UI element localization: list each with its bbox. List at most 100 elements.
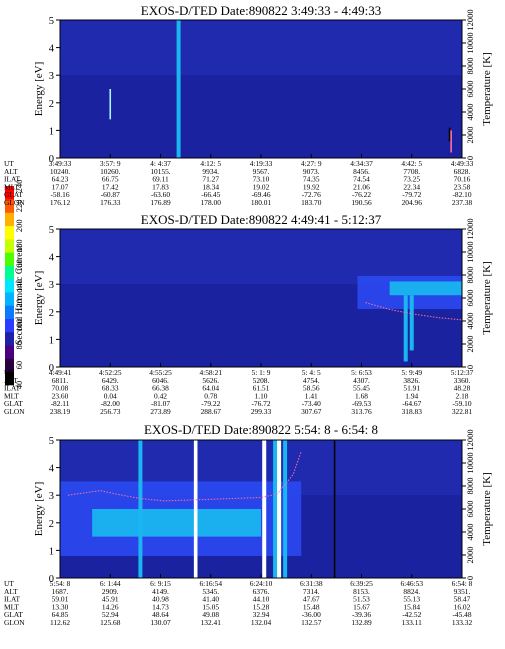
y-tick-label: 3 (49, 280, 54, 291)
table-row-label: GLON (4, 407, 25, 416)
colorbar-tick-label: 40 (14, 381, 24, 390)
spectrogram-upper-band (60, 20, 462, 76)
table-cell: -79.22 (201, 399, 220, 408)
table-cell: 69.11 (152, 175, 169, 184)
table-cell: -63.60 (151, 190, 170, 199)
table-cell: 2.18 (456, 391, 469, 400)
table-cell: 4149. (152, 587, 169, 596)
y-axis-label: Energy [eV] (33, 62, 45, 116)
table-cell: 238.19 (50, 407, 71, 416)
table-cell: -64.67 (402, 399, 421, 408)
table-cell: 55.13 (403, 595, 420, 604)
table-cell: 10155. (150, 167, 170, 176)
table-cell: 4:34:37 (350, 159, 373, 168)
table-cell: 4:19:33 (250, 159, 273, 168)
colorbar-cell (5, 265, 14, 280)
table-cell: 13.30 (52, 602, 69, 611)
spectrogram-spike (176, 20, 181, 158)
table-cell: 19.02 (253, 182, 270, 191)
table-row-label: UT (4, 159, 14, 168)
y2-tick-label: 0 (465, 365, 475, 369)
table-cell: 5: 4: 5 (302, 368, 321, 377)
colorbar-cell (5, 278, 14, 293)
table-cell: 6429. (102, 376, 119, 385)
table-cell: -66.45 (201, 190, 220, 199)
colorbar-tick-label: 60 (14, 361, 24, 370)
spectrogram-spike (403, 295, 408, 362)
y2-tick-label: 4000 (465, 104, 475, 121)
table-cell: 21.06 (353, 182, 370, 191)
table-cell: -76.72 (251, 399, 270, 408)
table-row-label: GLON (4, 198, 25, 207)
y-tick-label: 2 (49, 519, 54, 530)
table-cell: 7314. (303, 587, 320, 596)
table-cell: 5: 6:53 (351, 368, 372, 377)
panel-2: EXOS-D/TED Date:890822 4:49:41 - 5:12:37… (4, 212, 493, 416)
table-cell: 14.26 (102, 602, 119, 611)
table-cell: -69.53 (352, 399, 371, 408)
panels: EXOS-D/TED Date:890822 3:49:33 - 4:49:33… (4, 3, 493, 627)
table-cell: 23.58 (454, 182, 471, 191)
colorbar-tick-label: 140 (14, 279, 24, 292)
table-cell: 112.62 (50, 618, 70, 627)
table-cell: 6:24:10 (250, 579, 273, 588)
table-cell: 0.42 (154, 391, 167, 400)
panel-title: EXOS-D/TED Date:890822 4:49:41 - 5:12:37 (141, 212, 382, 227)
table-row-label: ILAT (4, 384, 20, 393)
table-cell: -69.46 (251, 190, 270, 199)
y-axis-label: Energy [eV] (33, 271, 45, 325)
table-cell: 73.10 (253, 175, 270, 184)
colorbar-scale (5, 186, 14, 386)
table-cell: 9567. (253, 167, 270, 176)
table-cell: 4:52:25 (99, 368, 122, 377)
panel-3: EXOS-D/TED Date:890822 5:54: 8 - 6:54: 8… (4, 422, 493, 627)
table-cell: 1.41 (305, 391, 318, 400)
colorbar-tick-label: 100 (14, 319, 24, 332)
y2-tick-label: 8000 (465, 267, 475, 284)
table-cell: 4307. (353, 376, 370, 385)
y2-axis-label: Temperature [K] (481, 52, 493, 125)
table-cell: 6:39:25 (350, 579, 373, 588)
colorbar-tick-label: 120 (14, 299, 24, 312)
table-cell: 44.10 (253, 595, 270, 604)
table-cell: 68.33 (102, 384, 119, 393)
panel-1: EXOS-D/TED Date:890822 3:49:33 - 4:49:33… (4, 3, 493, 207)
table-cell: 8456. (353, 167, 370, 176)
table-cell: 1.68 (355, 391, 368, 400)
table-cell: 133.11 (402, 618, 422, 627)
table-cell: 51.53 (353, 595, 370, 604)
colorbar: Second Harmonic Current 40 60 80 100 120 140 1… (5, 180, 25, 390)
y2-tick-label: 6000 (465, 81, 475, 98)
colorbar-cell (5, 318, 14, 333)
colorbar-cell (5, 292, 14, 306)
table-cell: -76.22 (352, 190, 371, 199)
colorbar-cell (5, 252, 14, 266)
table-row-label: GLON (4, 618, 25, 627)
table-cell: 133.32 (452, 618, 473, 627)
table-cell: 6811. (52, 376, 69, 385)
table-cell: 9351. (454, 587, 471, 596)
table-cell: 18.34 (202, 182, 219, 191)
table-cell: 6:16:54 (199, 579, 222, 588)
data-gap (262, 440, 267, 578)
table-cell: 6: 1:44 (100, 579, 121, 588)
panel-title: EXOS-D/TED Date:890822 5:54: 8 - 6:54: 8 (144, 422, 378, 437)
table-row-label: GLAT (4, 610, 23, 619)
table-cell: 5:54: 8 (50, 579, 71, 588)
table-cell: 322.81 (452, 407, 473, 416)
table-cell: -82.00 (101, 399, 120, 408)
y-axis-label: Energy [eV] (33, 482, 45, 536)
table-cell: 40.98 (152, 595, 169, 604)
table-cell: -45.48 (452, 610, 471, 619)
table-cell: 178.00 (201, 198, 222, 207)
table-cell: 288.67 (201, 407, 222, 416)
table-cell: 273.89 (150, 407, 171, 416)
table-cell: -59.10 (452, 399, 471, 408)
spectrogram-upper-band (60, 229, 462, 285)
table-cell: 6:46:53 (400, 579, 423, 588)
table-cell: 17.42 (102, 182, 119, 191)
table-row-label: ILAT (4, 175, 20, 184)
table-cell: 5626. (202, 376, 219, 385)
table-cell: 45.91 (102, 595, 119, 604)
